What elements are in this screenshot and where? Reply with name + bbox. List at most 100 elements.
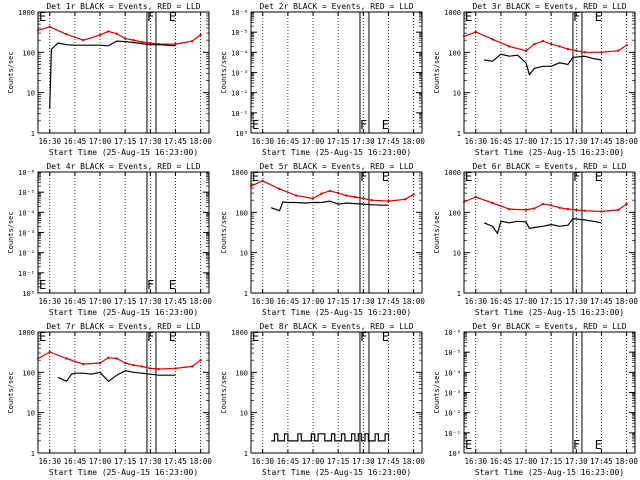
y-tick-label: 1000 (231, 329, 248, 337)
series-point (541, 39, 544, 43)
x-tick-label: 16:30 (251, 297, 274, 306)
series-events (484, 53, 602, 76)
x-tick-label: 17:15 (540, 457, 563, 466)
y-tick-label: 10⁻¹ (231, 110, 248, 118)
flag-label: F (360, 118, 367, 132)
y-tick-label: 1 (31, 450, 35, 458)
flag-label: E (252, 330, 259, 344)
plot-frame (37, 11, 210, 134)
series-point (149, 41, 152, 45)
chart-title: Det 7r BLACK = Events, RED = LLD (46, 322, 200, 331)
series-point (508, 45, 511, 48)
x-tick-label: 16:30 (38, 457, 61, 466)
series-events (271, 433, 390, 442)
plot-frame (37, 331, 210, 454)
plot-frame (463, 331, 636, 454)
series-point (157, 367, 160, 371)
series-point (36, 357, 40, 360)
series-point (191, 365, 194, 368)
y-tick-label: 1 (244, 450, 248, 458)
series-point (65, 357, 68, 360)
x-tick-label: 16:45 (277, 297, 300, 306)
x-axis-label: Start Time (25-Aug-15 16:23:00) (262, 148, 411, 157)
x-tick-label: 16:45 (64, 297, 87, 306)
y-tick-label: 10⁻¹ (18, 270, 35, 278)
chart-title: Det 1r BLACK = Events, RED = LLD (46, 2, 200, 11)
y-tick-label: 10⁻⁵ (18, 189, 35, 197)
x-tick-label: 17:30 (352, 297, 375, 306)
flag-label: E (465, 438, 472, 452)
x-tick-label: 16:30 (464, 297, 487, 306)
y-tick-label: 100 (235, 369, 248, 377)
series-point (575, 208, 578, 212)
series-point (617, 208, 620, 212)
series-point (462, 35, 466, 38)
series-events (483, 217, 602, 235)
x-tick-label: 17:45 (590, 137, 613, 146)
flag-label: E (252, 118, 259, 132)
x-tick-label: 16:45 (490, 137, 513, 146)
panel-det7: Det 7r BLACK = Events, RED = LLD Start Ti… (7, 322, 212, 477)
flag-label: E (39, 330, 46, 344)
x-axis-label: Start Time (25-Aug-15 16:23:00) (49, 148, 198, 157)
chart-title: Det 4r BLACK = Events, RED = LLD (46, 162, 200, 171)
y-tick-label: 1000 (18, 9, 35, 17)
x-tick-label: 16:30 (38, 137, 61, 146)
y-tick-label: 10⁻² (231, 90, 248, 98)
series-point (98, 361, 102, 365)
series-point (295, 194, 298, 197)
flag-label: E (595, 438, 602, 452)
x-tick-label: 17:30 (565, 457, 588, 466)
series-point (491, 38, 494, 41)
series-point (462, 200, 466, 204)
y-tick-label: 10 (27, 90, 35, 98)
y-tick-label: 100 (448, 49, 461, 57)
x-tick-label: 18:00 (402, 137, 425, 146)
flag-label: E (39, 10, 46, 24)
series-point (191, 39, 194, 43)
x-tick-label: 17:30 (139, 297, 162, 306)
y-tick-label: 10⁻³ (18, 230, 35, 238)
x-tick-label: 17:15 (540, 137, 563, 146)
y-tick-label: 100 (22, 369, 35, 377)
panel-det3: Det 3r BLACK = Events, RED = LLD Start Ti… (433, 2, 638, 157)
y-tick-label: 10 (240, 410, 248, 418)
panel-det1: Det 1r BLACK = Events, RED = LLD Start Ti… (7, 2, 212, 157)
series-point (524, 208, 528, 212)
flag-label: F (573, 170, 580, 184)
series-point (98, 33, 102, 37)
series-point (353, 195, 357, 199)
x-tick-label: 17:00 (515, 297, 538, 306)
x-tick-label: 17:00 (302, 457, 325, 466)
series-point (508, 207, 511, 211)
y-tick-label: 100 (235, 209, 248, 217)
flag-label: E (382, 170, 389, 184)
flag-label: E (382, 118, 389, 132)
series-point (174, 42, 177, 46)
series-point (132, 38, 135, 42)
x-axis-label: Start Time (25-Aug-15 16:23:00) (475, 468, 624, 477)
y-axis-label: Counts/sec (433, 371, 441, 413)
y-tick-label: 1000 (231, 169, 248, 177)
series-point (65, 33, 68, 36)
chart-title: Det 6r BLACK = Events, RED = LLD (472, 162, 626, 171)
series-point (115, 357, 118, 360)
y-tick-label: 10⁻¹ (444, 430, 461, 438)
x-tick-label: 17:45 (164, 137, 187, 146)
x-tick-label: 17:45 (590, 457, 613, 466)
series-point (82, 362, 85, 366)
panel-det5: Det 5r BLACK = Events, RED = LLD Start Ti… (220, 162, 425, 317)
x-axis-label: Start Time (25-Aug-15 16:23:00) (475, 148, 624, 157)
series-point (404, 198, 407, 201)
x-axis-label: Start Time (25-Aug-15 16:23:00) (262, 468, 411, 477)
series-point (345, 194, 348, 197)
flag-label: F (360, 170, 367, 184)
chart-title: Det 3r BLACK = Events, RED = LLD (472, 2, 626, 11)
series-point (549, 204, 553, 207)
series-point (249, 184, 253, 188)
series-point (261, 179, 264, 183)
series-lld (250, 180, 414, 202)
y-tick-label: 10 (453, 90, 461, 98)
x-tick-label: 17:00 (515, 457, 538, 466)
